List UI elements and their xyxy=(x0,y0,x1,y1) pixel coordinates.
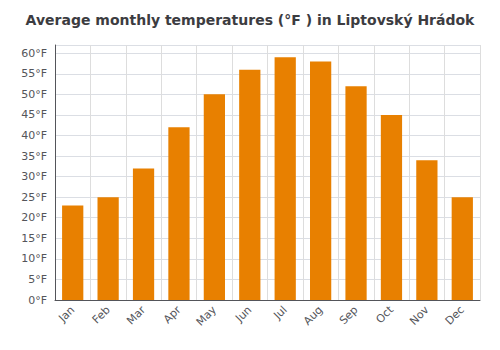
svg-text:45°F: 45°F xyxy=(21,108,47,121)
svg-text:Average monthly temperatures (: Average monthly temperatures (°F ) in Li… xyxy=(26,12,476,28)
svg-text:35°F: 35°F xyxy=(21,150,47,163)
svg-text:Nov: Nov xyxy=(407,303,432,328)
svg-text:50°F: 50°F xyxy=(21,88,47,101)
svg-text:30°F: 30°F xyxy=(21,170,47,183)
svg-text:0°F: 0°F xyxy=(28,294,47,307)
svg-text:20°F: 20°F xyxy=(21,211,47,224)
svg-text:55°F: 55°F xyxy=(21,67,47,80)
svg-text:5°F: 5°F xyxy=(28,273,47,286)
svg-text:Mar: Mar xyxy=(124,303,148,327)
svg-text:Sep: Sep xyxy=(337,303,361,327)
svg-text:Jul: Jul xyxy=(271,303,290,322)
svg-text:Jun: Jun xyxy=(232,303,254,325)
svg-text:40°F: 40°F xyxy=(21,129,47,142)
svg-text:Jan: Jan xyxy=(55,303,77,325)
svg-text:Feb: Feb xyxy=(90,303,113,326)
svg-text:15°F: 15°F xyxy=(21,232,47,245)
svg-text:Dec: Dec xyxy=(443,303,467,327)
svg-text:May: May xyxy=(194,303,220,329)
svg-text:Aug: Aug xyxy=(301,303,325,327)
svg-text:Oct: Oct xyxy=(373,303,396,326)
svg-text:25°F: 25°F xyxy=(21,191,47,204)
svg-text:Apr: Apr xyxy=(161,303,184,326)
svg-text:60°F: 60°F xyxy=(21,47,47,60)
svg-text:10°F: 10°F xyxy=(21,252,47,265)
